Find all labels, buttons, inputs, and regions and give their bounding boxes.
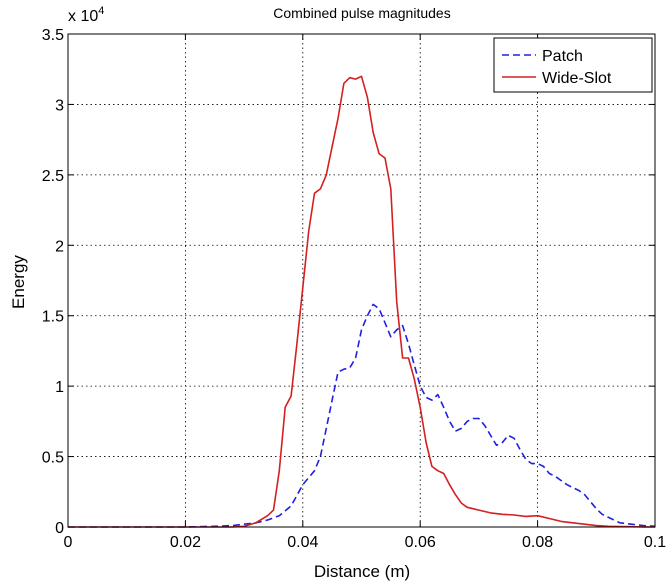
x-tick-label: 0.02 <box>170 534 201 551</box>
y-tick-label: 2.5 <box>42 168 64 185</box>
chart-title: Combined pulse magnitudes <box>273 5 450 21</box>
y-tick-label: 1 <box>55 379 64 396</box>
x-tick-label: 0.08 <box>522 534 553 551</box>
y-tick-label: 2 <box>55 238 64 255</box>
legend: Patch Wide-Slot <box>494 38 652 92</box>
x-tick-label: 0.06 <box>405 534 436 551</box>
x-tick-label: 0.1 <box>644 534 666 551</box>
x-tick-label: 0 <box>64 534 73 551</box>
legend-label: Wide-Slot <box>542 70 612 87</box>
legend-label: Patch <box>542 48 583 65</box>
y-tick-label: 0.5 <box>42 450 64 467</box>
x-tick-label: 0.04 <box>287 534 318 551</box>
y-multiplier-exponent: 4 <box>98 5 104 17</box>
y-multiplier-base: x 10 <box>68 8 98 25</box>
y-tick-label: 1.5 <box>42 309 64 326</box>
x-axis-label: Distance (m) <box>314 562 410 581</box>
y-tick-label: 3.5 <box>42 27 64 44</box>
y-axis-label: Energy <box>9 255 28 309</box>
y-tick-label: 3 <box>55 97 64 114</box>
y-tick-label: 0 <box>55 520 64 537</box>
